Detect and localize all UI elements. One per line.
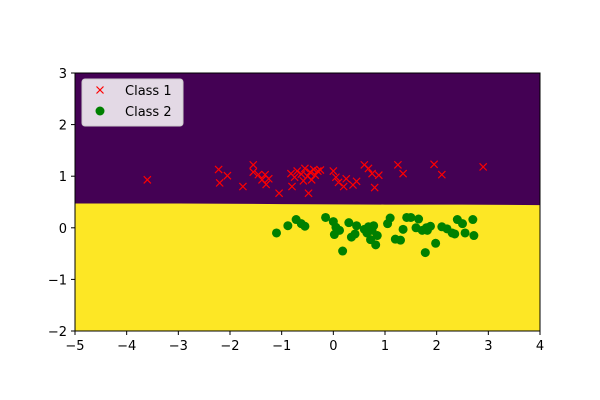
class-2-point (335, 225, 345, 235)
class-2-point (372, 231, 382, 241)
class-1-point (223, 171, 232, 180)
class-1-point (254, 170, 263, 179)
class-1-point (342, 174, 351, 183)
x-tick-label: 3 (484, 339, 492, 354)
class-2-point (385, 213, 395, 223)
class-1-point (331, 173, 340, 182)
class-1-point (214, 165, 223, 174)
class-1-point (329, 167, 338, 176)
class-1-point (352, 177, 361, 186)
class-2-point (344, 218, 354, 228)
class-1-point (393, 160, 402, 169)
x-tick-label: −4 (117, 339, 136, 354)
class-2-point (283, 221, 293, 231)
legend-box (81, 78, 184, 127)
class-1-point (249, 168, 258, 177)
x-tick-label: −2 (220, 339, 239, 354)
class-2-point (468, 215, 478, 225)
y-tick-label: 0 (59, 222, 67, 237)
points-layer (143, 160, 488, 258)
class-2-point (460, 228, 470, 238)
class-1-point (479, 162, 488, 171)
class-2-point (420, 248, 430, 258)
x-tick-label: 0 (329, 339, 337, 354)
class-2-point (406, 212, 416, 222)
class-2-point (398, 224, 408, 234)
class-2-point (371, 240, 381, 250)
class-1-point (306, 168, 315, 177)
class-1-point (290, 173, 299, 182)
y-axis: −2 −1 0 1 2 3 (48, 67, 75, 340)
plot-area (74, 72, 541, 332)
class-2-point (450, 229, 460, 239)
x-tick-label: −5 (65, 339, 84, 354)
class-2-point (458, 219, 467, 229)
y-tick-label: 3 (59, 67, 67, 82)
class-1-point (262, 180, 271, 189)
class-2-region (75, 203, 540, 331)
legend-item-class-2: Class 2 (95, 105, 172, 120)
class-1-point (238, 182, 247, 191)
class-2-point (425, 221, 435, 231)
class-1-point (143, 175, 152, 184)
x-tick-label: −1 (272, 339, 291, 354)
class-1-point (374, 171, 383, 180)
circle-marker-icon (95, 106, 105, 116)
class-1-point (249, 160, 258, 169)
y-tick-label: −2 (48, 325, 67, 340)
class-1-point (287, 182, 297, 191)
class-1-point (293, 167, 302, 176)
class-2-point (352, 221, 362, 231)
x-tick-label: 2 (433, 339, 441, 354)
class-1-point (437, 170, 446, 179)
class-1-point (264, 174, 273, 183)
class-1-point (364, 164, 373, 173)
class-1-point (339, 182, 348, 191)
x-tick-label: 4 (536, 339, 544, 354)
y-tick-label: −1 (48, 273, 67, 288)
class-2-point (414, 214, 424, 224)
class-2-point (338, 246, 348, 256)
y-tick-label: 2 (59, 119, 67, 134)
x-marker-icon (96, 86, 104, 94)
class-2-point (272, 228, 281, 238)
class-1-point (399, 169, 408, 178)
class-2-point (369, 221, 379, 231)
plot-frame (74, 72, 541, 332)
x-tick-label: 1 (381, 339, 389, 354)
class-1-point (307, 175, 316, 184)
class-2-point (469, 231, 479, 241)
class-1-point (215, 178, 224, 187)
class-1-point (316, 165, 325, 175)
class-2-point (396, 235, 405, 245)
class-1-point (368, 169, 377, 178)
class-1-point (304, 189, 313, 198)
x-tick-label: −3 (169, 339, 188, 354)
class-1-point (430, 160, 439, 169)
legend-label-class-1: Class 1 (125, 84, 172, 99)
class-2-point (300, 221, 310, 231)
class-1-point (334, 178, 343, 187)
class-1-point (313, 167, 322, 176)
class-2-point (321, 212, 331, 222)
x-axis: −5 −4 −3 −2 −1 0 1 2 3 4 (65, 331, 544, 354)
legend: Class 1 Class 2 (81, 78, 184, 127)
class-2-point (431, 238, 441, 248)
class-1-point (309, 165, 318, 174)
legend-item-class-1: Class 1 (96, 84, 172, 99)
class-1-point (275, 189, 284, 198)
y-tick-label: 1 (59, 170, 67, 185)
legend-label-class-2: Class 2 (125, 105, 172, 120)
class-1-point (300, 164, 309, 173)
class-2-point (350, 229, 360, 239)
class-1-point (370, 183, 379, 192)
class-1-point (297, 170, 306, 179)
